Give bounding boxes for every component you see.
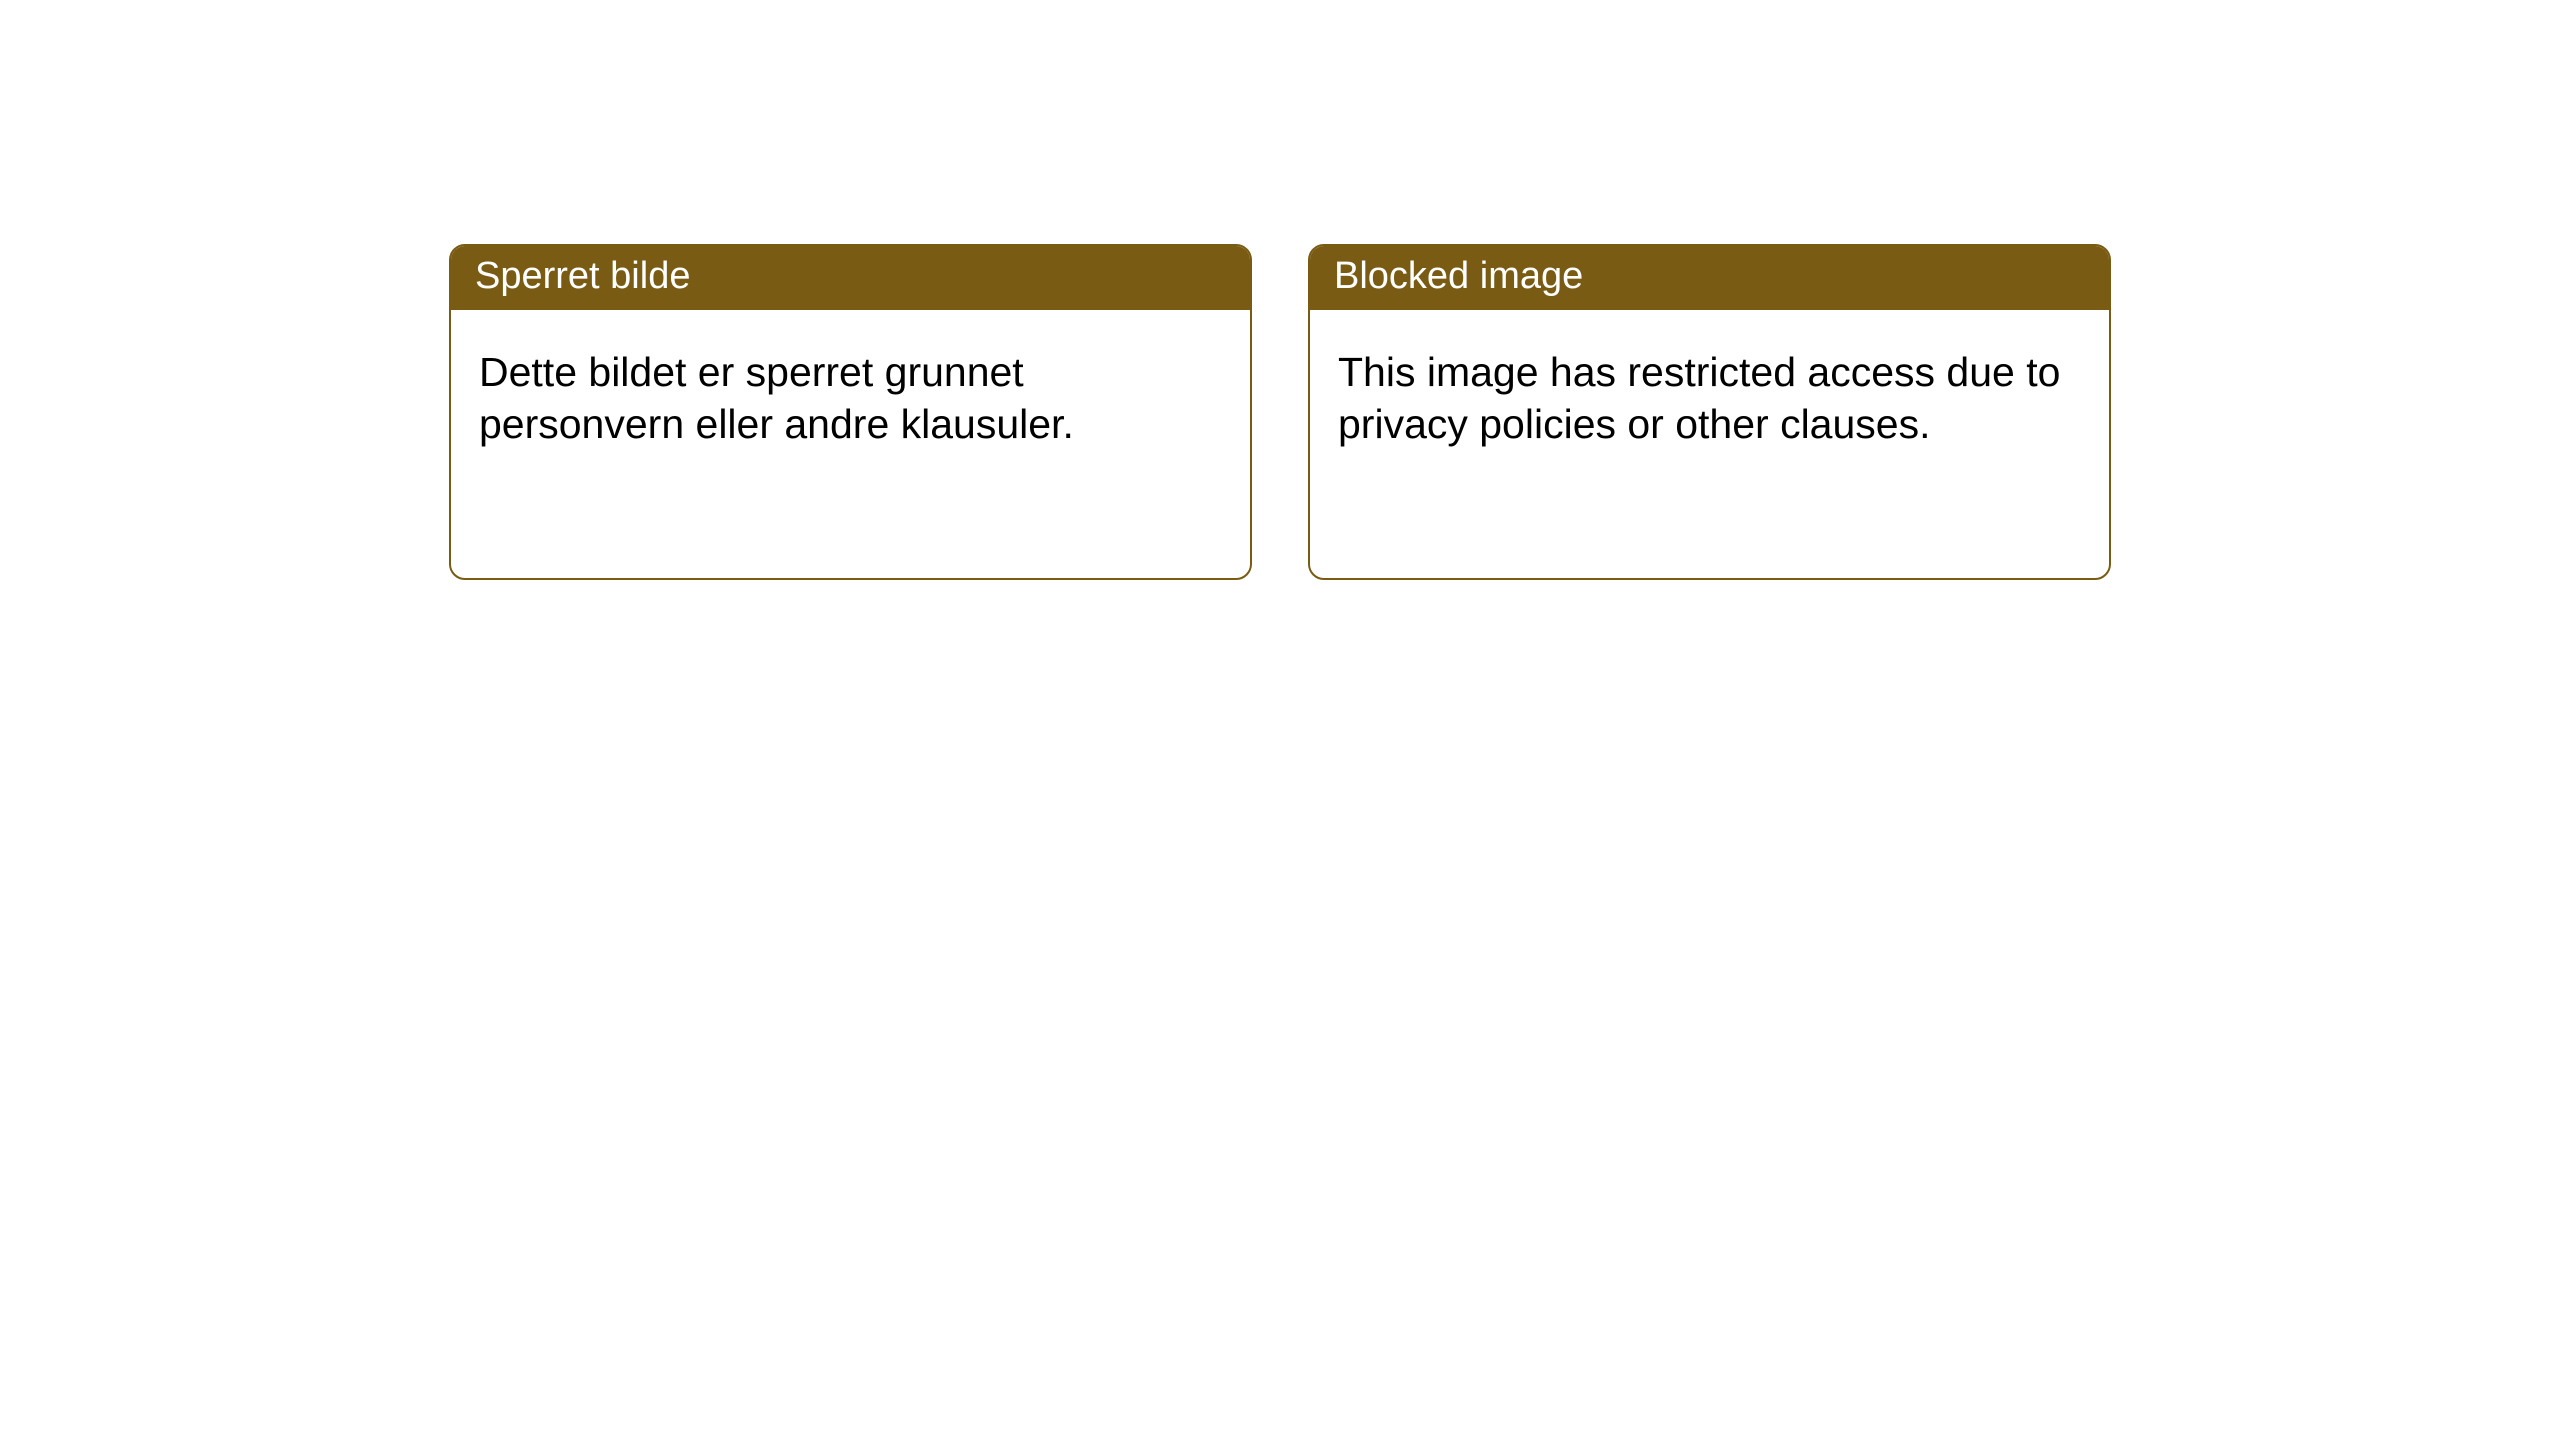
card-body-text: This image has restricted access due to … — [1338, 349, 2060, 447]
notice-card-english: Blocked image This image has restricted … — [1308, 244, 2111, 580]
card-header-text: Sperret bilde — [475, 255, 690, 297]
card-body: Dette bildet er sperret grunnet personve… — [451, 310, 1250, 486]
card-body: This image has restricted access due to … — [1310, 310, 2109, 486]
notice-cards-container: Sperret bilde Dette bildet er sperret gr… — [449, 244, 2111, 580]
notice-card-norwegian: Sperret bilde Dette bildet er sperret gr… — [449, 244, 1252, 580]
card-header: Blocked image — [1310, 246, 2109, 310]
card-header: Sperret bilde — [451, 246, 1250, 310]
card-header-text: Blocked image — [1334, 255, 1583, 297]
card-body-text: Dette bildet er sperret grunnet personve… — [479, 349, 1074, 447]
